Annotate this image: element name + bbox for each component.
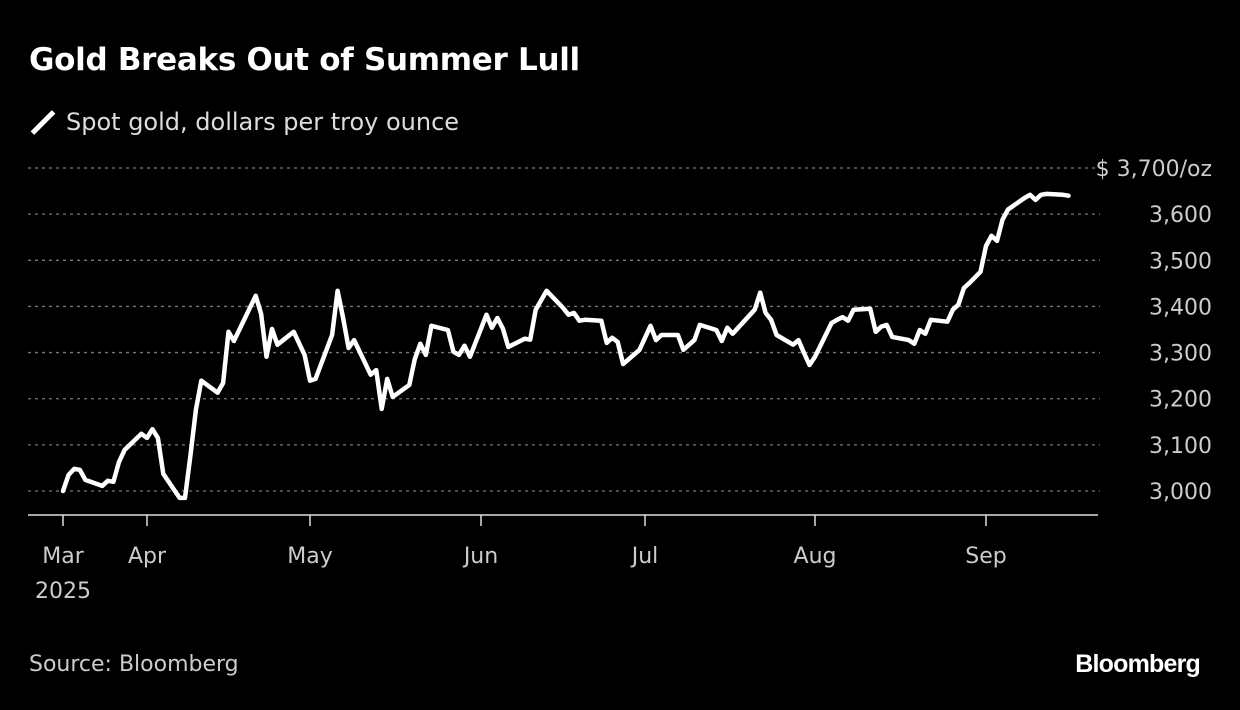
y-tick-label: 3,300: [1149, 342, 1212, 367]
y-tick-label: 3,000: [1149, 480, 1212, 505]
x-tick-sublabel: 2025: [35, 579, 91, 604]
bloomberg-logo: Bloomberg: [1075, 650, 1201, 678]
y-tick-label: 3,200: [1149, 388, 1212, 413]
y-tick-label: 3,600: [1149, 203, 1212, 228]
x-tick-label: May: [287, 544, 332, 569]
x-tick-label: Sep: [965, 544, 1006, 569]
y-tick-label: 3,400: [1149, 295, 1212, 320]
legend-label: Spot gold, dollars per troy ounce: [66, 108, 460, 136]
series-line: [60, 191, 1071, 501]
source-note: Source: Bloomberg: [29, 652, 239, 677]
x-tick-label: Jul: [630, 544, 659, 569]
legend: Spot gold, dollars per troy ounce: [30, 108, 459, 136]
y-tick-label: 3,500: [1149, 249, 1212, 274]
y-tick-label: $ 3,700/oz: [1096, 157, 1212, 182]
x-tick-label: Apr: [128, 544, 167, 569]
x-tick-label: Jun: [462, 544, 498, 569]
x-tick-label: Mar: [42, 544, 84, 569]
y-tick-label: 3,100: [1149, 434, 1212, 459]
chart-title: Gold Breaks Out of Summer Lull: [29, 42, 580, 78]
x-tick-label: Aug: [794, 544, 837, 569]
